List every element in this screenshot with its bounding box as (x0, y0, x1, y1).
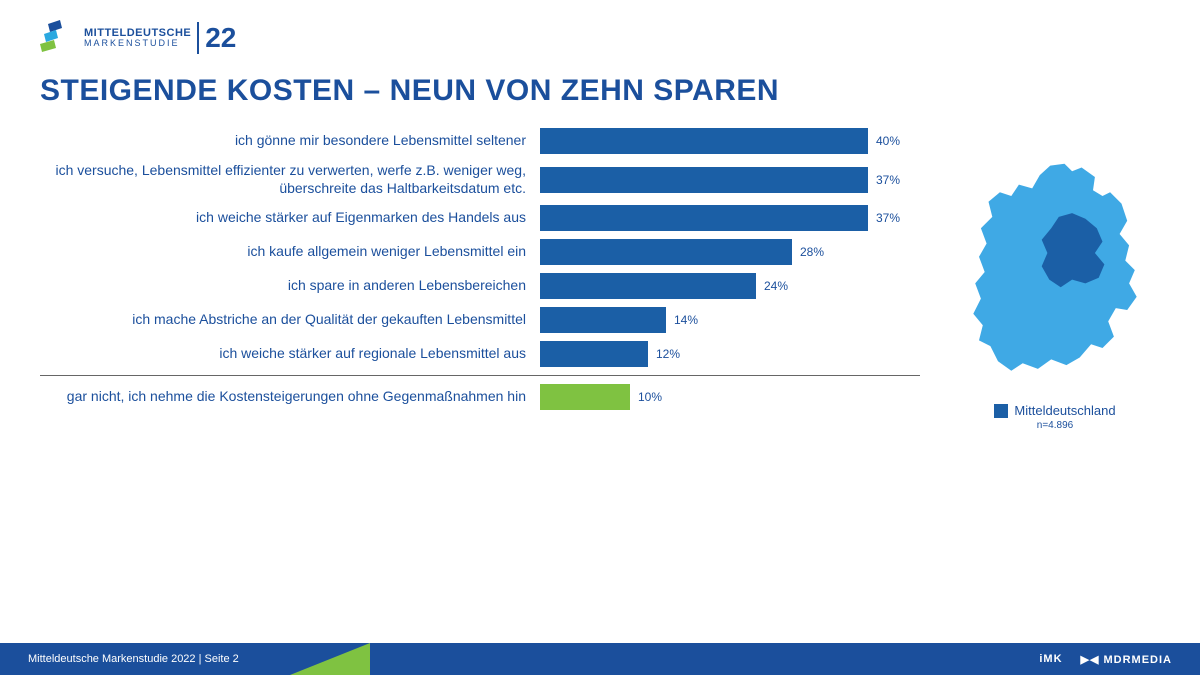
bar-value: 37% (876, 211, 900, 225)
bar (540, 273, 756, 299)
bar-label: ich mache Abstriche an der Qualität der … (40, 311, 540, 329)
bar (540, 205, 868, 231)
chart-row: ich mache Abstriche an der Qualität der … (40, 307, 920, 333)
chart-row: ich spare in anderen Lebensbereichen 24% (40, 273, 920, 299)
bar-label: ich weiche stärker auf regionale Lebensm… (40, 345, 540, 363)
bar-track: 28% (540, 239, 900, 265)
bar-value: 37% (876, 173, 900, 187)
bar (540, 167, 868, 193)
bar-track: 10% (540, 384, 900, 410)
bar-value: 28% (800, 245, 824, 259)
footer-accent (290, 643, 370, 675)
bar-label: ich weiche stärker auf Eigenmarken des H… (40, 209, 540, 227)
brand-year: 22 (197, 22, 236, 54)
chart-row: ich gönne mir besondere Lebensmittel sel… (40, 128, 920, 154)
bar (540, 307, 666, 333)
page-title: STEIGENDE KOSTEN – NEUN VON ZEHN SPAREN (0, 56, 1200, 118)
legend-label: Mitteldeutschland (1014, 403, 1115, 418)
bar-value: 24% (764, 279, 788, 293)
bar (540, 128, 868, 154)
bar-track: 37% (540, 205, 900, 231)
chart-row: ich weiche stärker auf regionale Lebensm… (40, 341, 920, 367)
bar-label: ich spare in anderen Lebensbereichen (40, 277, 540, 295)
bar-value: 40% (876, 134, 900, 148)
map-legend: Mitteldeutschland n=4.896 (994, 403, 1115, 431)
bar-label: ich kaufe allgemein weniger Lebensmittel… (40, 243, 540, 261)
legend-swatch (994, 404, 1008, 418)
footer-logo-mdr: ▶◀ MDRMEDIA (1081, 653, 1172, 666)
footer-left: Mitteldeutsche Markenstudie 2022 | Seite… (28, 653, 239, 665)
bar-label: ich gönne mir besondere Lebensmittel sel… (40, 132, 540, 150)
bar-track: 40% (540, 128, 900, 154)
chart-row: ich versuche, Lebensmittel effizienter z… (40, 162, 920, 197)
bar-value: 14% (674, 313, 698, 327)
footer-logo-imk: iMK (1039, 653, 1062, 665)
side-panel: Mitteldeutschland n=4.896 (950, 128, 1160, 431)
bar (540, 341, 648, 367)
bar-label: ich versuche, Lebensmittel effizienter z… (40, 162, 540, 197)
brand-line2: MARKENSTUDIE (84, 39, 191, 48)
bar-track: 14% (540, 307, 900, 333)
bar-track: 37% (540, 167, 900, 193)
brand-logo-text: MITTELDEUTSCHE MARKENSTUDIE (84, 28, 191, 48)
legend-n: n=4.896 (1037, 420, 1073, 431)
bar-value: 12% (656, 347, 680, 361)
chart-row: gar nicht, ich nehme die Kostensteigerun… (40, 375, 920, 410)
bar (540, 239, 792, 265)
bar-value: 10% (638, 390, 662, 404)
content: ich gönne mir besondere Lebensmittel sel… (0, 118, 1200, 431)
bar-track: 12% (540, 341, 900, 367)
bar-track: 24% (540, 273, 900, 299)
chart-row: ich weiche stärker auf Eigenmarken des H… (40, 205, 920, 231)
footer: Mitteldeutsche Markenstudie 2022 | Seite… (0, 643, 1200, 675)
chart-row: ich kaufe allgemein weniger Lebensmittel… (40, 239, 920, 265)
bar-label: gar nicht, ich nehme die Kostensteigerun… (40, 388, 540, 406)
germany-map-icon (960, 158, 1150, 391)
brand-logo-icon (40, 20, 76, 56)
bar (540, 384, 630, 410)
header: MITTELDEUTSCHE MARKENSTUDIE 22 (0, 0, 1200, 56)
bar-chart: ich gönne mir besondere Lebensmittel sel… (40, 128, 920, 431)
